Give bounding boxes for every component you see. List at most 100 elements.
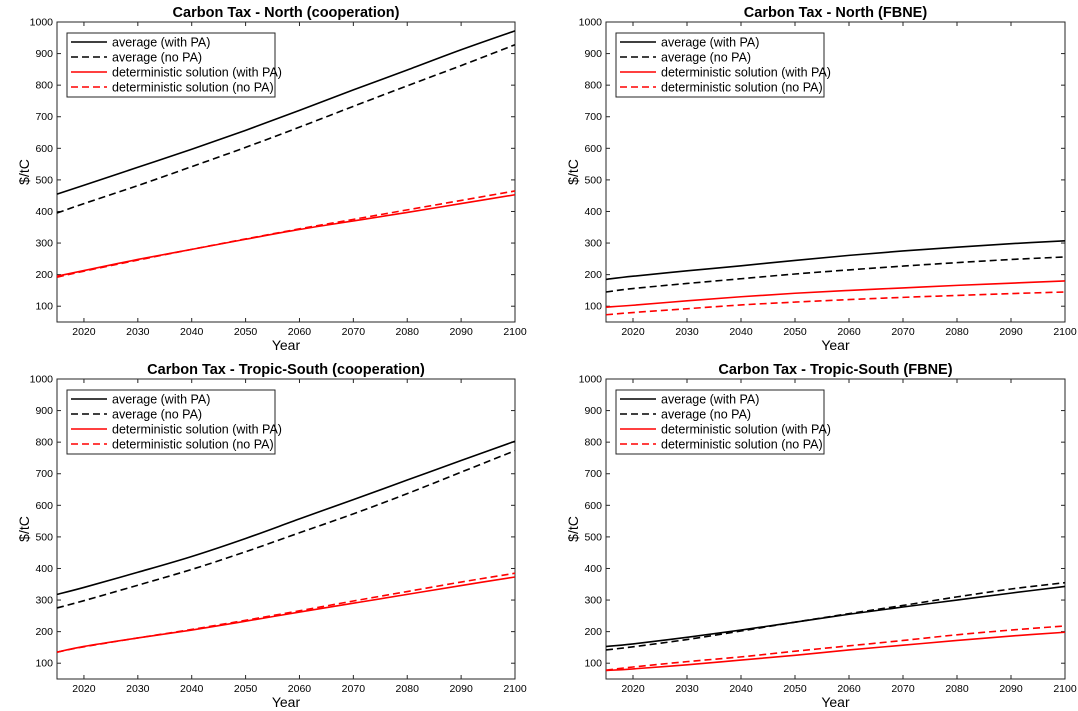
legend-label: deterministic solution (with PA) (661, 66, 831, 80)
y-tick-label: 800 (35, 437, 53, 449)
x-tick-label: 2060 (288, 326, 312, 338)
x-tick-label: 2060 (837, 326, 861, 338)
legend-label: average (no PA) (112, 408, 202, 422)
legend-label: deterministic solution (with PA) (661, 423, 831, 437)
legend-box (66, 32, 276, 98)
y-tick-label: 1000 (30, 374, 54, 386)
y-tick-label: 800 (584, 437, 602, 449)
chart-panel-3: 2020 2030 2040 2050 2060 2070 2080 2090 2100 100 2… (565, 362, 1077, 710)
chart-panel-0: 2020 2030 2040 2050 2060 2070 2080 2090 2100 100 2… (16, 5, 527, 353)
y-axis-label: $/tC (16, 159, 32, 185)
series-line-2 (56, 193, 516, 277)
y-tick-label: 900 (35, 405, 53, 417)
x-tick-label: 2070 (342, 326, 366, 338)
y-tick-label: 300 (35, 238, 53, 250)
x-tick-label: 2040 (180, 326, 204, 338)
x-tick-label: 2080 (945, 683, 969, 695)
y-tick-label: 200 (35, 626, 53, 638)
series-line-2 (605, 631, 1066, 672)
legend-label: average (with PA) (112, 393, 210, 407)
x-tick-label: 2030 (126, 683, 150, 695)
y-tick-label: 500 (35, 531, 53, 543)
chart-title: Carbon Tax - North (cooperation) (173, 5, 400, 21)
y-tick-label: 100 (584, 301, 602, 313)
y-tick-label: 800 (35, 80, 53, 92)
y-tick-label: 200 (584, 626, 602, 638)
series-line-0 (56, 440, 516, 596)
x-tick-label: 2050 (783, 326, 807, 338)
chart-panel-2: 2020 2030 2040 2050 2060 2070 2080 2090 2100 100 2… (16, 362, 527, 710)
y-tick-label: 200 (584, 269, 602, 281)
legend: average (with PA)average (no PA)determin… (66, 389, 282, 455)
x-tick-label: 2050 (783, 683, 807, 695)
y-tick-label: 100 (35, 301, 53, 313)
legend-box (615, 32, 825, 98)
legend-label: deterministic solution (with PA) (112, 66, 282, 80)
series-line-1 (605, 256, 1066, 293)
y-tick-label: 1000 (579, 374, 603, 386)
legend: average (with PA)average (no PA)determin… (615, 32, 831, 98)
legend-box (66, 389, 276, 455)
y-tick-label: 1000 (30, 17, 54, 29)
x-axis-label: Year (272, 337, 301, 353)
x-tick-label: 2040 (729, 326, 753, 338)
y-tick-label: 500 (584, 531, 602, 543)
y-tick-label: 900 (584, 48, 602, 60)
legend-label: deterministic solution (no PA) (112, 81, 274, 95)
y-tick-label: 400 (584, 206, 602, 218)
legend-label: average (with PA) (661, 36, 759, 50)
y-tick-label: 100 (35, 658, 53, 670)
series-line-3 (605, 291, 1066, 316)
legend: average (with PA)average (no PA)determin… (66, 32, 282, 98)
series-line-1 (56, 449, 516, 609)
y-tick-label: 600 (584, 500, 602, 512)
x-tick-label: 2080 (396, 326, 420, 338)
chart-title: Carbon Tax - North (FBNE) (744, 5, 928, 21)
y-tick-label: 300 (584, 595, 602, 607)
x-axis-label: Year (272, 694, 301, 710)
y-tick-label: 700 (584, 468, 602, 480)
x-axis-label: Year (821, 337, 850, 353)
y-tick-label: 600 (584, 143, 602, 155)
x-tick-label: 2100 (503, 326, 527, 338)
x-tick-label: 2080 (945, 326, 969, 338)
x-tick-label: 2050 (234, 326, 258, 338)
series-line-2 (605, 280, 1066, 308)
x-tick-label: 2020 (621, 326, 645, 338)
y-tick-label: 700 (35, 111, 53, 123)
x-tick-label: 2090 (999, 683, 1023, 695)
y-axis-label: $/tC (565, 159, 581, 185)
x-tick-label: 2030 (126, 326, 150, 338)
series-line-3 (605, 625, 1066, 671)
x-tick-label: 2100 (503, 683, 527, 695)
chart-title: Carbon Tax - Tropic-South (FBNE) (718, 362, 952, 378)
series-line-0 (605, 240, 1066, 281)
series-line-0 (56, 30, 516, 195)
chart-panel-1: 2020 2030 2040 2050 2060 2070 2080 2090 2100 100 2… (565, 5, 1077, 353)
x-tick-label: 2070 (891, 683, 915, 695)
legend-label: deterministic solution (no PA) (661, 81, 823, 95)
legend-label: average (no PA) (112, 51, 202, 65)
legend-label: average (no PA) (661, 51, 751, 65)
legend-label: average (with PA) (112, 36, 210, 50)
legend-box (615, 389, 825, 455)
y-axis-label: $/tC (16, 516, 32, 542)
x-tick-label: 2100 (1053, 326, 1077, 338)
y-tick-label: 400 (584, 563, 602, 575)
y-tick-label: 400 (35, 563, 53, 575)
y-tick-label: 1000 (579, 17, 603, 29)
y-tick-label: 200 (35, 269, 53, 281)
legend: average (with PA)average (no PA)determin… (615, 389, 831, 455)
x-tick-label: 2020 (72, 683, 96, 695)
legend-label: deterministic solution (no PA) (112, 438, 274, 452)
x-tick-label: 2020 (621, 683, 645, 695)
x-tick-label: 2030 (675, 683, 699, 695)
x-tick-label: 2040 (180, 683, 204, 695)
legend-label: deterministic solution (with PA) (112, 423, 282, 437)
x-tick-label: 2100 (1053, 683, 1077, 695)
legend-label: deterministic solution (no PA) (661, 438, 823, 452)
x-tick-label: 2060 (837, 683, 861, 695)
y-tick-label: 100 (584, 658, 602, 670)
x-tick-label: 2020 (72, 326, 96, 338)
x-tick-label: 2090 (999, 326, 1023, 338)
